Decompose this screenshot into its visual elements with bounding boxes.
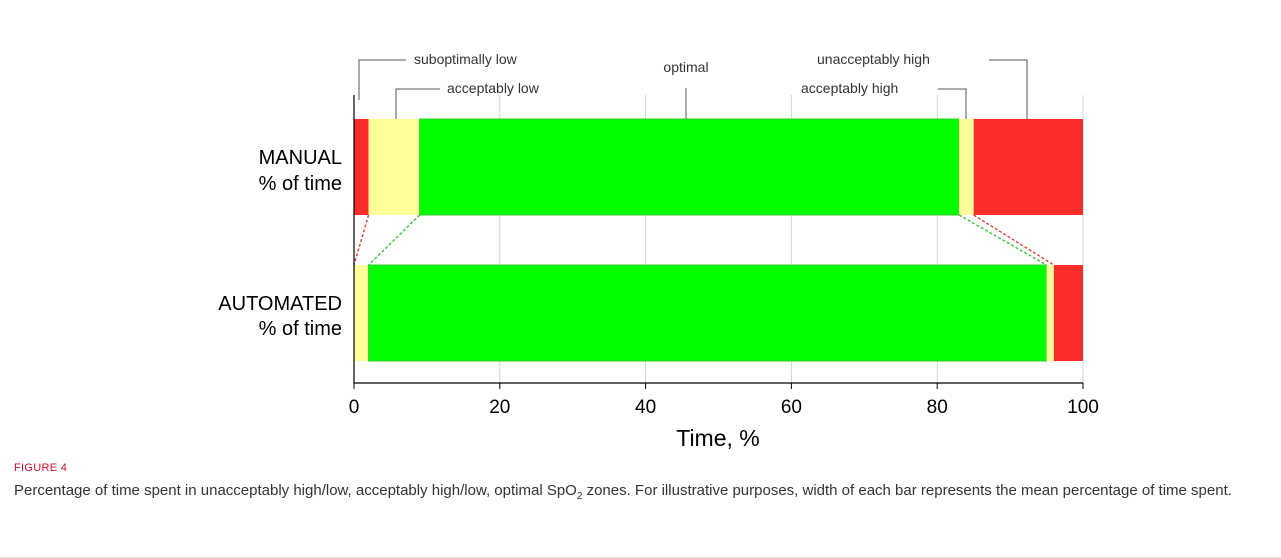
- x-axis: 0 20 40 60 80 100: [349, 95, 1099, 418]
- legend-label-optimal: optimal: [663, 59, 708, 75]
- x-tick-label-60: 60: [781, 397, 802, 418]
- connector-line-4: [973, 214, 1055, 266]
- bar-manual-acceptably-high: [959, 119, 974, 215]
- connector-line-2: [368, 214, 421, 266]
- callout-line-suboptimally-low: [358, 59, 406, 100]
- category-label-manual-line-2: % of time: [259, 173, 342, 195]
- figure-caption: FIGURE 4 Percentage of time spent in una…: [14, 462, 1254, 508]
- x-tick-label-100: 100: [1067, 397, 1099, 418]
- category-label-automated-line-1: AUTOMATED: [218, 293, 342, 315]
- stacked-bar-chart: 0 20 40 60 80 100 suboptimally low acceptably …: [218, 51, 1099, 451]
- legend-label-unacceptably-high: unacceptably high: [817, 51, 930, 67]
- figure-label: FIGURE 4: [14, 462, 68, 474]
- zone-callouts: suboptimally low acceptably low optimal acc…: [358, 51, 1028, 119]
- bar-manual-unacceptably-high: [973, 119, 1083, 215]
- figure-caption-text: Percentage of time spent in unacceptably…: [14, 480, 1254, 508]
- bar-automated-optimal: [368, 264, 1048, 362]
- connector-line-3: [958, 214, 1047, 266]
- bar-automated-unacceptably-high: [1053, 265, 1083, 361]
- bars: [354, 118, 1083, 362]
- x-axis-title: Time, %: [676, 425, 760, 451]
- x-tick-label-20: 20: [489, 397, 510, 418]
- bar-automated-acceptably-high: [1046, 265, 1054, 361]
- connector-lines: [353, 214, 1055, 266]
- bar-manual-acceptably-low: [368, 119, 420, 215]
- category-label-automated-line-2: % of time: [259, 318, 342, 340]
- caption-text-part-1: Percentage of time spent in unacceptably…: [14, 482, 577, 499]
- x-tick-label-40: 40: [635, 397, 656, 418]
- legend-label-acceptably-high: acceptably high: [801, 80, 898, 96]
- callout-line-unacceptably-high: [989, 59, 1028, 119]
- category-label-manual-line-1: MANUAL: [259, 147, 342, 169]
- legend-label-acceptably-low: acceptably low: [447, 80, 540, 96]
- category-labels: MANUAL % of time AUTOMATED % of time: [218, 147, 342, 340]
- bar-automated-acceptably-low: [354, 265, 369, 361]
- x-tick-label-0: 0: [349, 397, 360, 418]
- connector-line-1: [353, 214, 370, 266]
- legend-label-suboptimally-low: suboptimally low: [414, 51, 518, 67]
- x-tick-label-80: 80: [927, 397, 948, 418]
- callout-line-acceptably-low: [395, 88, 440, 119]
- caption-text-part-2: zones. For illustrative purposes, width …: [582, 482, 1232, 499]
- bar-manual-optimal: [419, 118, 960, 216]
- caption-subscript: 2: [576, 491, 583, 502]
- bar-manual-suboptimally-low: [354, 119, 369, 215]
- callout-line-acceptably-high: [938, 88, 967, 119]
